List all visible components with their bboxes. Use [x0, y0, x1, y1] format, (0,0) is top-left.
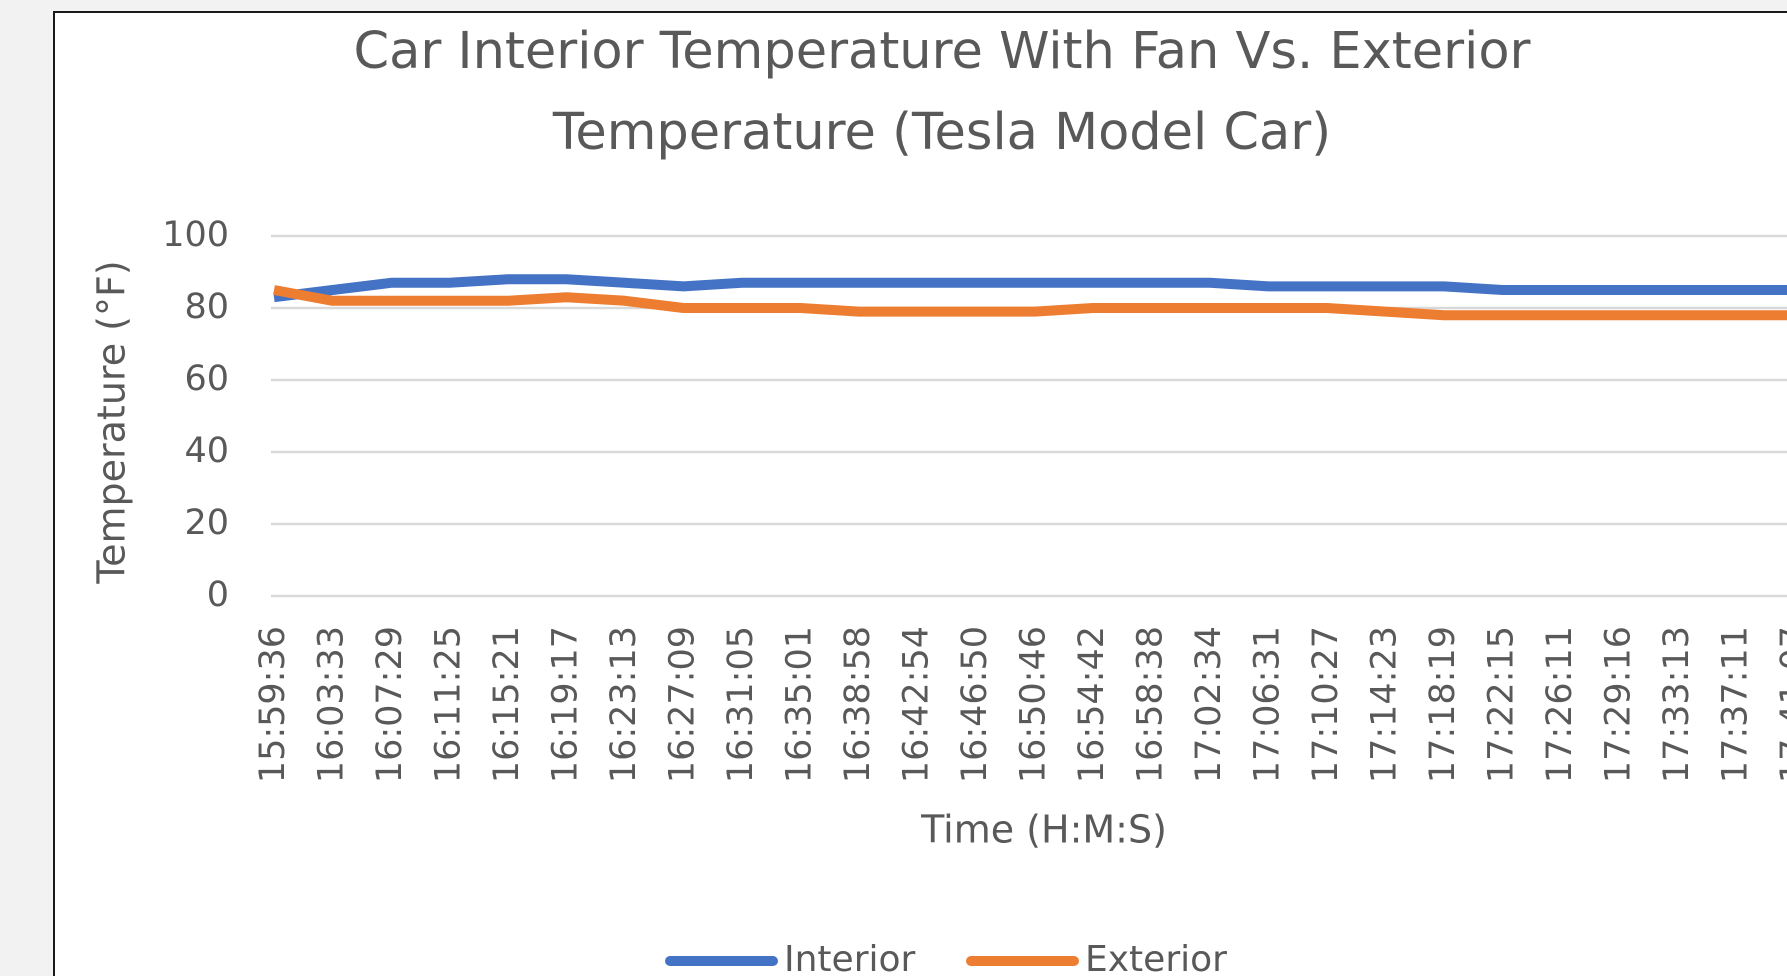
x-tick-label: 17:06:31 [1248, 626, 1288, 783]
x-tick-label: 17:22:15 [1482, 626, 1522, 783]
chart-title: Temperature (Tesla Model Car) [552, 103, 1331, 162]
x-tick-label: 16:35:01 [780, 626, 820, 783]
x-tick-label: 17:29:16 [1599, 626, 1639, 783]
x-axis-title: Time (H:M:S) [920, 808, 1167, 852]
legend-label: Interior [784, 939, 916, 976]
x-tick-label: 16:11:25 [429, 626, 469, 783]
x-tick-label: 16:27:09 [663, 626, 703, 783]
x-tick-label: 16:23:13 [604, 626, 644, 783]
y-tick-label: 20 [184, 503, 229, 543]
y-tick-label: 0 [207, 575, 229, 615]
x-tick-label: 16:07:29 [370, 626, 410, 783]
y-tick-label: 40 [184, 431, 229, 471]
data-line [273, 285, 1787, 321]
legend-label: Exterior [1085, 939, 1227, 976]
x-tick-label: 16:46:50 [955, 626, 995, 783]
x-tick-label: 16:42:54 [897, 626, 937, 783]
plot: 0 20 40 60 80 100 15:59:36 16:03:33 16:07:29 16:1… [162, 215, 1787, 976]
x-tick-label: 17:37:11 [1716, 626, 1756, 783]
x-tick-label: 17:02:34 [1189, 626, 1229, 783]
data-line [273, 274, 1787, 303]
x-tick-label: 17:14:23 [1365, 626, 1405, 783]
x-tick-label: 16:54:42 [1072, 626, 1112, 783]
x-tick-label: 17:33:13 [1657, 626, 1697, 783]
x-tick-label: 16:31:05 [721, 626, 761, 783]
x-tick-label: 16:38:58 [838, 626, 878, 783]
x-tick-label: 17:26:11 [1540, 626, 1580, 783]
x-tick-label: 15:59:36 [253, 626, 293, 783]
chart-title: Car Interior Temperature With Fan Vs. Ex… [354, 22, 1531, 81]
y-tick-label: 80 [184, 287, 229, 327]
x-tick-label: 16:15:21 [487, 626, 527, 783]
chart-frame [53, 11, 1787, 976]
y-tick-label: 60 [184, 359, 229, 399]
x-tick-label: 17:41:07 [1774, 626, 1787, 783]
x-tick-label: 17:18:19 [1423, 626, 1463, 783]
x-tick-label: 17:10:27 [1306, 626, 1346, 783]
x-tick-label: 16:50:46 [1014, 626, 1054, 783]
x-tick-label: 16:58:38 [1131, 626, 1171, 783]
y-axis-title: Temperature (°F) [90, 260, 134, 584]
x-tick-label: 16:19:17 [546, 626, 586, 783]
x-tick-label: 16:03:33 [312, 626, 352, 783]
y-tick-label: 100 [162, 215, 229, 255]
